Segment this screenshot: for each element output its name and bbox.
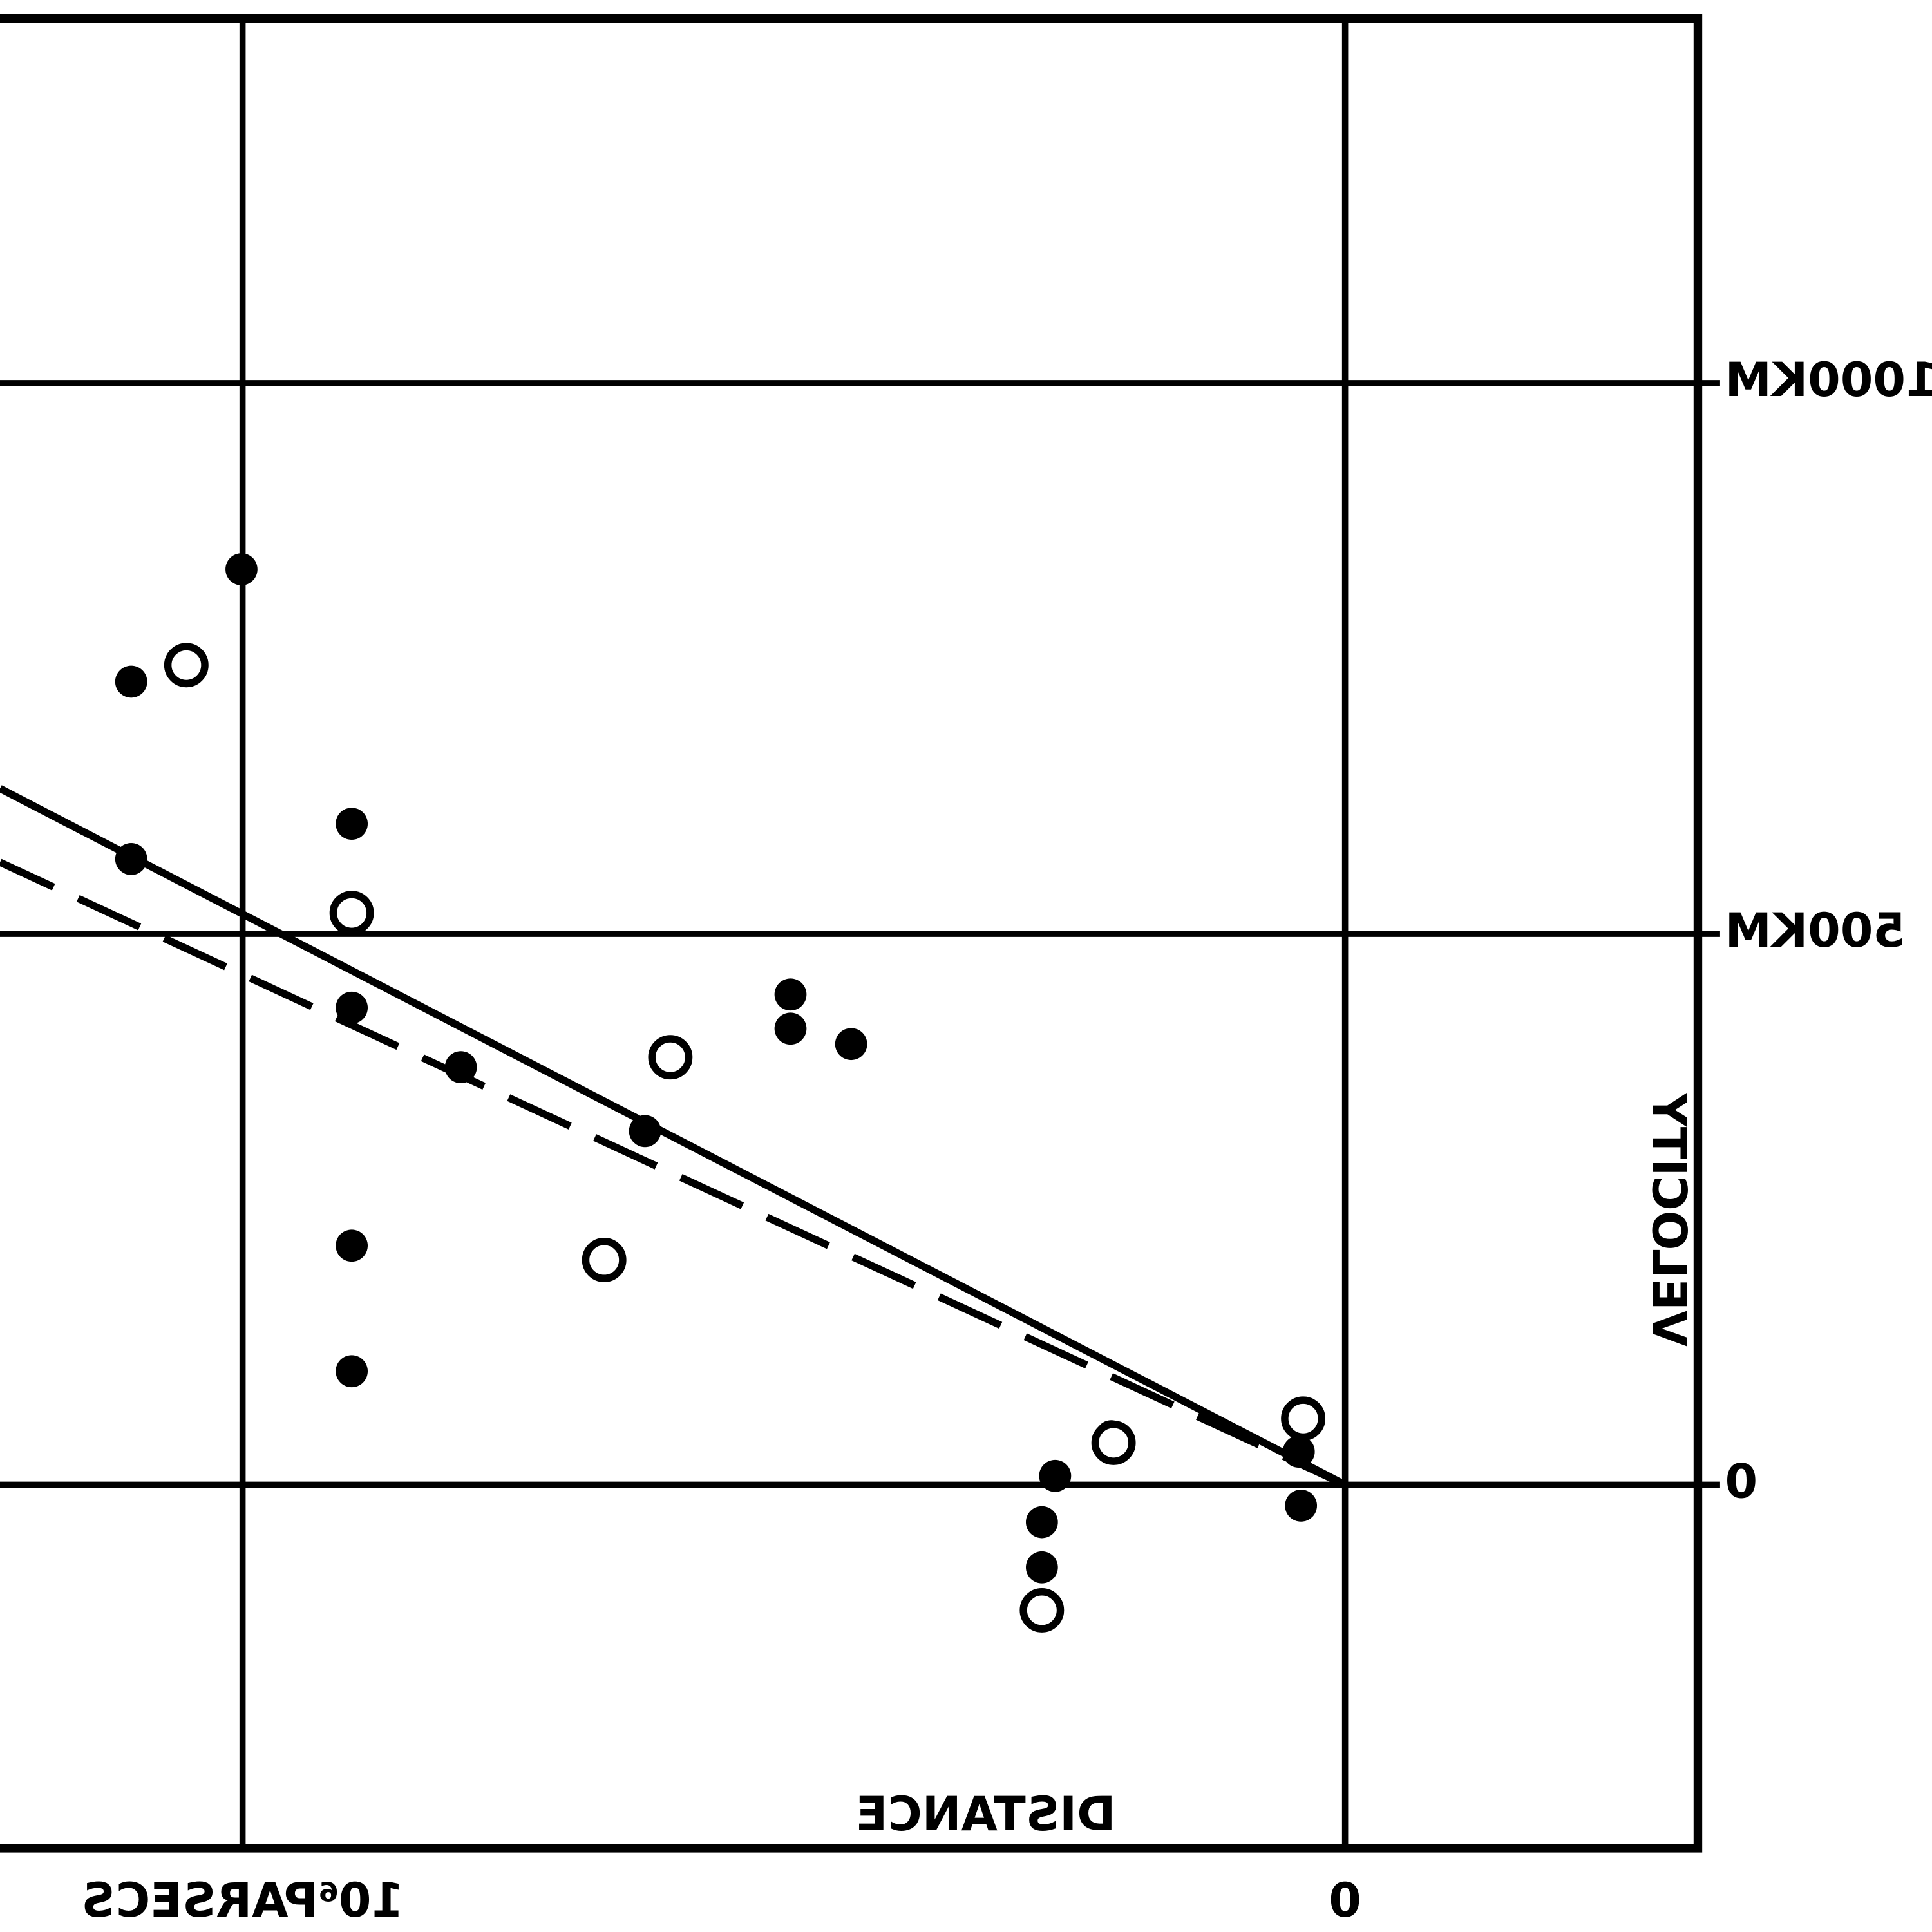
- x-axis-title: DISTANCE: [856, 1788, 1116, 1842]
- x-tick-label: 10⁶PARSECS: [81, 1874, 404, 1928]
- data-point: [1019, 1587, 1065, 1633]
- data-point: [1281, 1396, 1326, 1441]
- data-point: [1025, 1551, 1058, 1584]
- y-tick-label: 0: [1725, 1455, 1758, 1509]
- data-point: [774, 978, 807, 1011]
- data-point: [1039, 1459, 1072, 1492]
- data-point: [582, 1238, 627, 1282]
- data-point: [629, 1115, 661, 1148]
- data-point: [336, 991, 368, 1024]
- data-point: [648, 1035, 693, 1080]
- data-point: [225, 553, 258, 585]
- data-point: [115, 842, 147, 875]
- data-point: [336, 808, 368, 840]
- data-point: [1091, 1420, 1136, 1465]
- data-point: [1285, 1490, 1318, 1522]
- data-point: [336, 1355, 368, 1388]
- data-point: [1282, 1435, 1315, 1468]
- y-tick-label: 1000KM: [1725, 354, 1932, 408]
- y-tick-label: 500KM: [1725, 904, 1906, 958]
- fit-line: [0, 858, 1347, 1488]
- data-point: [329, 891, 374, 936]
- data-point: [1025, 1506, 1058, 1539]
- data-point: [835, 1028, 867, 1061]
- data-point: [336, 1229, 368, 1262]
- y-axis-title: VELOCITY: [1642, 1092, 1696, 1347]
- data-point: [115, 665, 147, 698]
- fit-line: [0, 785, 1347, 1488]
- data-point: [444, 1051, 477, 1084]
- x-tick-label: 0: [1329, 1874, 1361, 1928]
- data-point: [164, 643, 209, 688]
- data-point: [774, 1012, 807, 1045]
